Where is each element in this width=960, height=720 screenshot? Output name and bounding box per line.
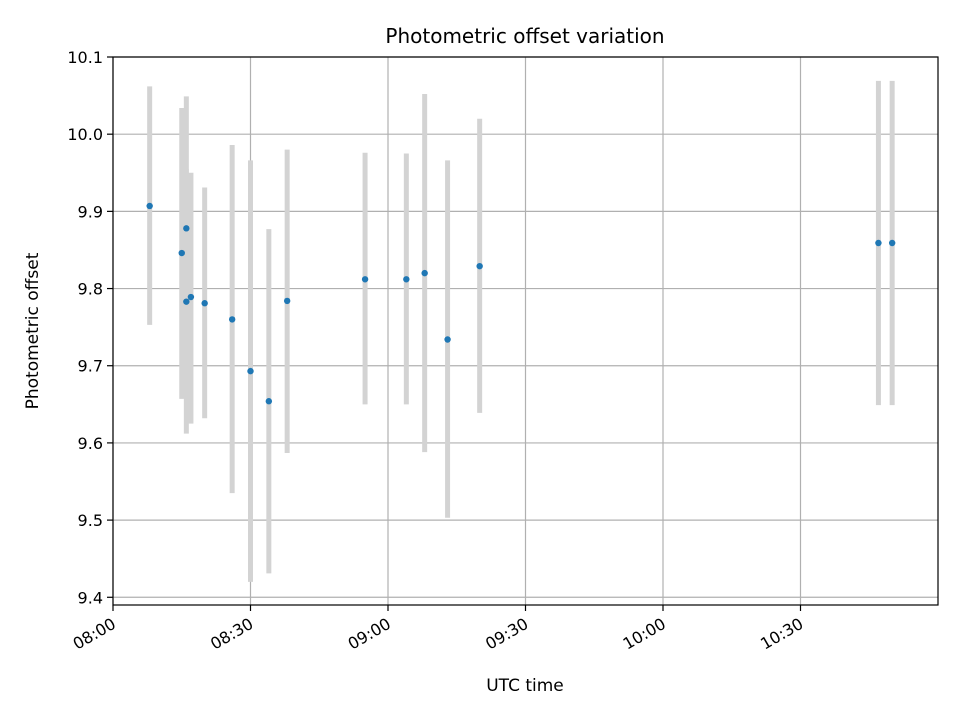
data-point xyxy=(476,262,483,270)
data-point xyxy=(403,276,410,283)
data-point xyxy=(146,202,153,210)
data-point xyxy=(228,316,236,323)
data-point xyxy=(247,367,254,375)
y-tick-label: 9.5 xyxy=(78,511,103,530)
y-tick-label: 10.1 xyxy=(67,48,103,67)
x-axis-label: UTC time xyxy=(486,676,564,696)
data-point xyxy=(187,293,195,301)
y-tick-label: 9.4 xyxy=(78,588,103,607)
y-tick-label: 9.6 xyxy=(78,434,103,453)
data-point xyxy=(444,336,451,343)
data-point xyxy=(178,249,185,257)
y-axis-ticks: 9.4 9.5 9.6 9.7 9.8 9.9 10.0 10.1 xyxy=(67,48,113,607)
data-point xyxy=(183,225,190,232)
data-point xyxy=(283,297,291,305)
y-tick-label: 10.0 xyxy=(67,125,103,144)
data-point xyxy=(421,269,428,277)
y-tick-label: 9.8 xyxy=(78,280,103,299)
data-point xyxy=(875,239,882,247)
y-axis-label: Photometric offset xyxy=(23,252,43,409)
chart-title: Photometric offset variation xyxy=(385,24,664,48)
data-point xyxy=(361,276,369,283)
data-points xyxy=(146,202,896,405)
data-point xyxy=(888,239,896,247)
y-tick-label: 9.7 xyxy=(78,357,103,376)
data-point xyxy=(183,298,190,305)
data-point xyxy=(265,398,273,405)
y-tick-label: 9.9 xyxy=(78,202,103,221)
grid xyxy=(112,56,938,605)
data-point xyxy=(201,300,208,307)
